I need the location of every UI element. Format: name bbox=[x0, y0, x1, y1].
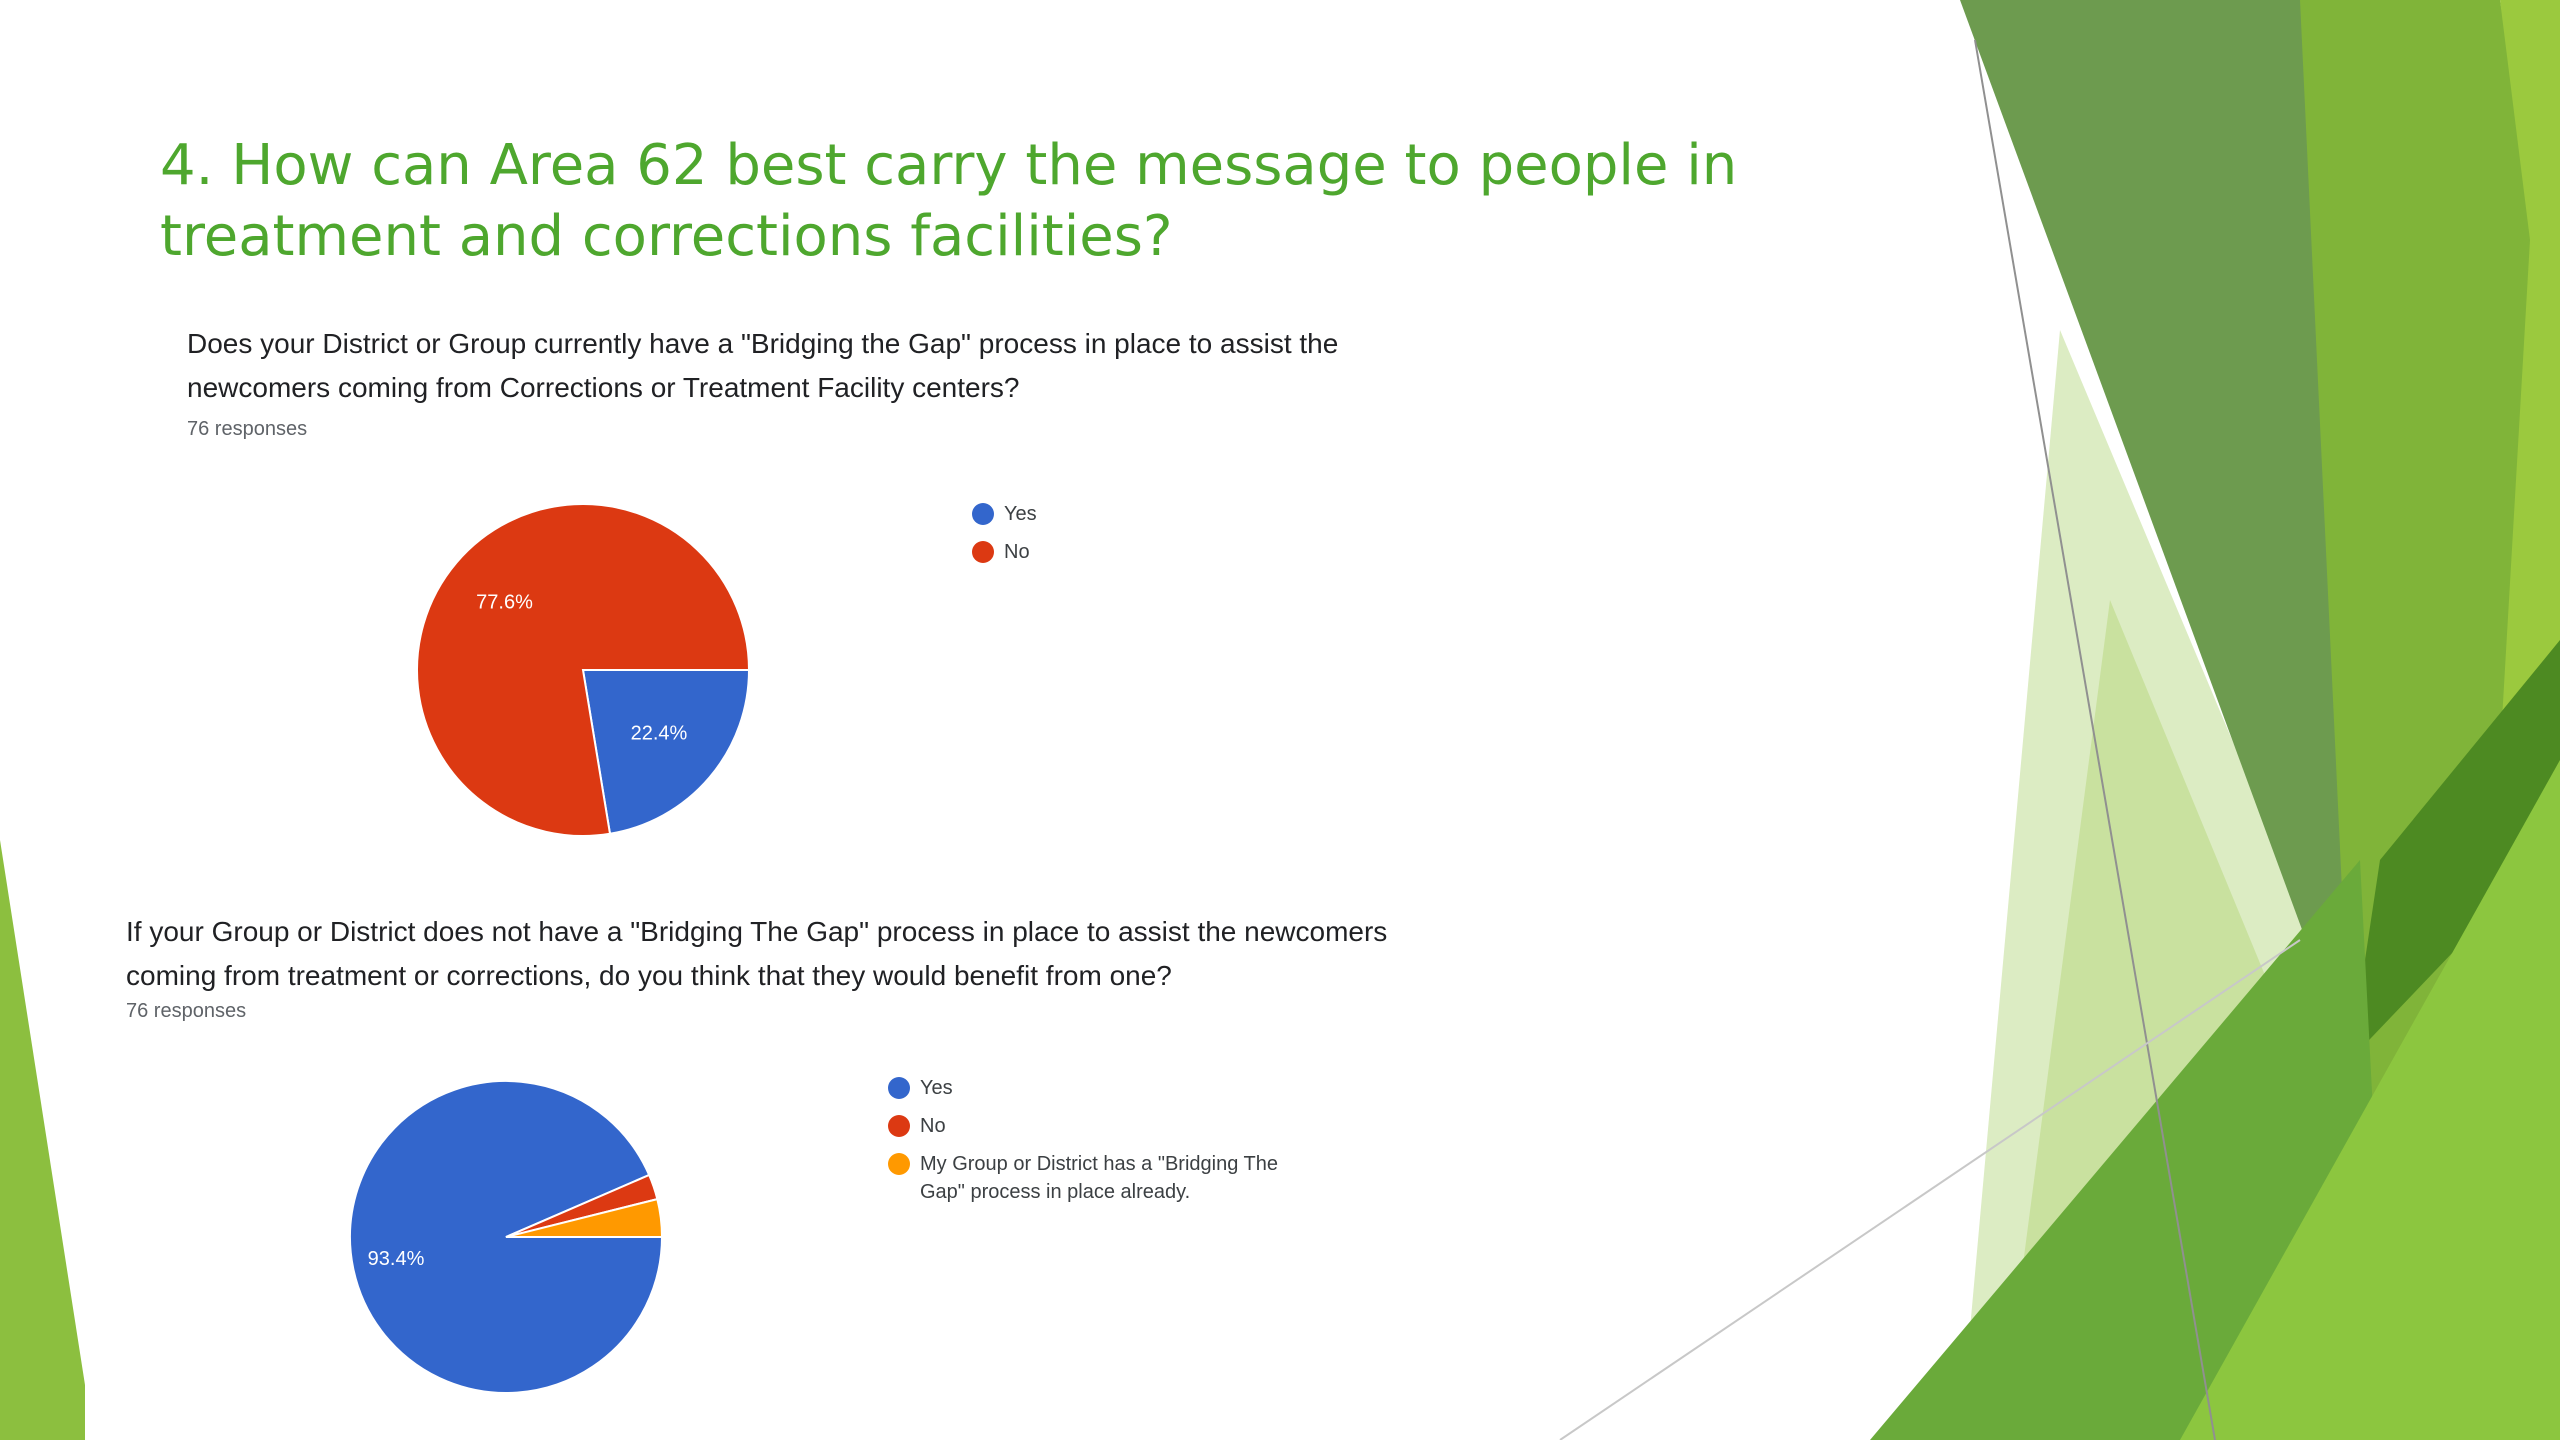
chart-2-pie: 93.4% bbox=[349, 1080, 664, 1394]
chart-1-slice-no bbox=[416, 503, 751, 837]
chart-2-legend-item: No bbox=[888, 1112, 1328, 1140]
chart-1-legend: Yes No bbox=[972, 500, 1037, 576]
chart-1-slice-label: 77.6% bbox=[476, 592, 533, 614]
legend-label: Yes bbox=[920, 1077, 953, 1099]
legend-swatch bbox=[888, 1153, 910, 1175]
legend-swatch bbox=[888, 1077, 910, 1099]
legend-swatch bbox=[972, 503, 994, 525]
chart-1-pie: 22.4% 77.6% bbox=[416, 503, 751, 837]
chart-2-legend-item: My Group or District has a "Bridging The… bbox=[888, 1150, 1328, 1206]
legend-swatch bbox=[972, 541, 994, 563]
deco-left-green-shape bbox=[0, 840, 85, 1440]
chart-2-slice-my bbox=[505, 1197, 664, 1238]
chart-1-legend-item: No bbox=[972, 538, 1037, 566]
chart-2-slice-label: 93.4% bbox=[368, 1248, 425, 1270]
chart-1-slice-yes bbox=[581, 669, 751, 835]
deco-thin-line-2 bbox=[1559, 939, 2301, 1440]
chart-1-legend-item: Yes bbox=[972, 500, 1037, 528]
legend-label: Yes bbox=[1004, 503, 1037, 525]
slide-title: 4. How can Area 62 best carry the messag… bbox=[160, 133, 1738, 269]
chart-2-legend-item: Yes bbox=[888, 1074, 1328, 1102]
chart-1-question: Does your District or Group currently ha… bbox=[187, 328, 1339, 403]
deco-thin-line-1 bbox=[1974, 39, 2216, 1440]
legend-label: No bbox=[920, 1115, 946, 1137]
deco-bottom-right-shape bbox=[2180, 760, 2560, 1440]
deco-deep-green-shard bbox=[2350, 640, 2560, 1060]
legend-label: No bbox=[1004, 541, 1030, 563]
chart-1-slice-label: 22.4% bbox=[631, 723, 688, 745]
chart-2-question: If your Group or District does not have … bbox=[126, 916, 1388, 991]
chart-2-legend: Yes No My Group or District has a "Bridgin… bbox=[888, 1074, 1328, 1216]
deco-bottom-green-shape bbox=[1870, 860, 2390, 1440]
deco-dark-green-shape bbox=[1960, 0, 2400, 1060]
legend-label: My Group or District has a "Bridging The… bbox=[920, 1153, 1278, 1203]
chart-1-response-count: 76 responses bbox=[187, 418, 308, 440]
chart-2-response-count: 76 responses bbox=[126, 1000, 247, 1022]
legend-swatch bbox=[888, 1115, 910, 1137]
